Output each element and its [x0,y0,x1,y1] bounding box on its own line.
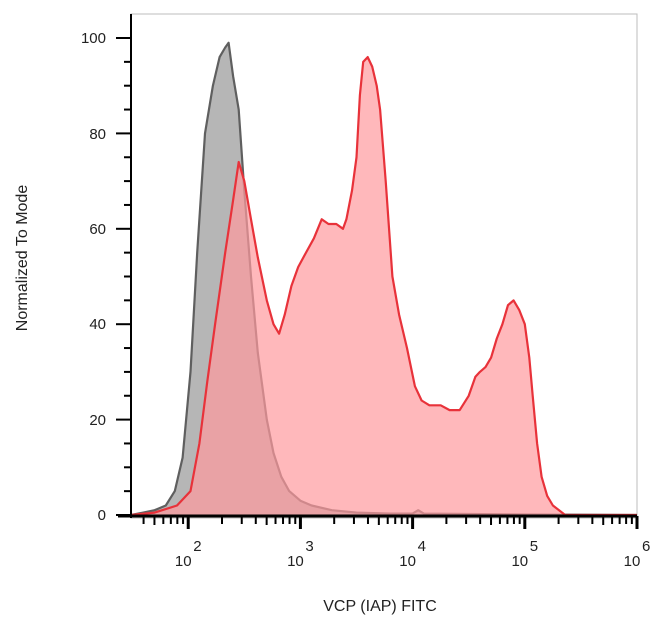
y-tick-labels: 0 20 40 60 80 100 [81,30,106,524]
x-tick-label-base: 10 [511,553,528,570]
y-tick-label: 60 [89,221,106,238]
y-tick-label: 0 [98,507,106,524]
series-line-1 [130,56,637,517]
x-tick-label-exponent: 5 [530,538,538,555]
series-layer [130,41,638,517]
y-tick-label: 40 [89,316,106,333]
x-tick-label-base: 10 [624,553,641,570]
series-fill-1 [131,57,637,515]
x-tick-label-exponent: 6 [642,538,650,555]
x-tick-label-base: 10 [287,553,304,570]
x-axis-label: VCP (IAP) FITC [323,598,437,615]
y-tick-label: 100 [81,30,106,47]
y-axis-label: Normalized To Mode [14,185,31,332]
x-tick-label-exponent: 4 [418,538,426,555]
y-tick-label: 20 [89,412,106,429]
y-tick-label: 80 [89,126,106,143]
x-tick-label-exponent: 3 [305,538,313,555]
axes-layer [116,14,639,529]
x-tick-label-base: 10 [175,553,192,570]
x-tick-label-base: 10 [399,553,416,570]
x-tick-label-exponent: 2 [193,538,201,555]
